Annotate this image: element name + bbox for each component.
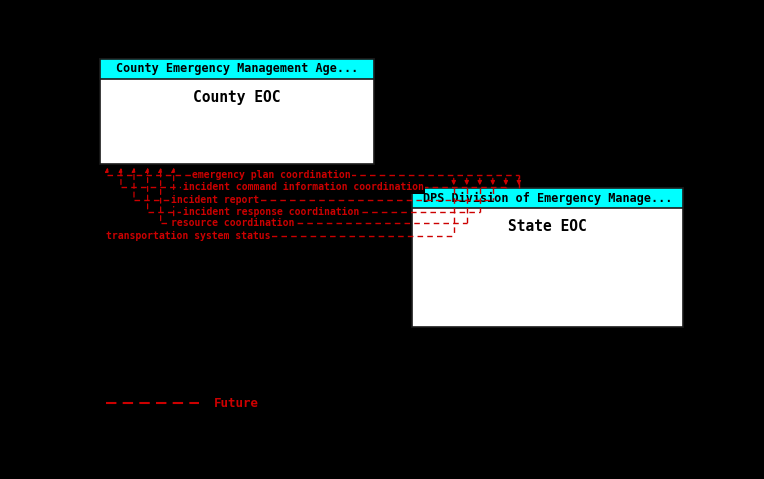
Text: incident command information coordination: incident command information coordinatio… [183,182,423,192]
Bar [100,59,374,164]
Text: incident response coordination: incident response coordination [183,206,359,217]
Text: transportation system status: transportation system status [106,231,270,241]
Bar [413,188,683,327]
Bar [100,59,374,79]
Text: Future: Future [214,397,259,410]
Text: emergency plan coordination: emergency plan coordination [192,170,351,180]
Bar [413,188,683,207]
Text: County Emergency Management Age...: County Emergency Management Age... [116,62,358,75]
Text: County EOC: County EOC [193,90,280,104]
Text: resource coordination: resource coordination [171,218,295,228]
Text: State EOC: State EOC [508,218,587,234]
Text: DPS Division of Emergency Manage...: DPS Division of Emergency Manage... [423,192,672,205]
Text: incident report: incident report [171,195,260,205]
